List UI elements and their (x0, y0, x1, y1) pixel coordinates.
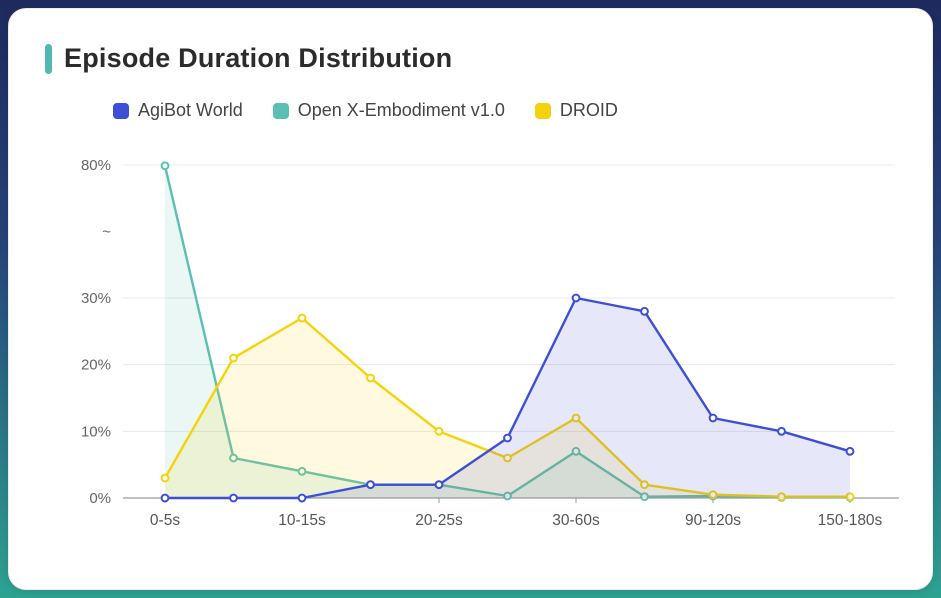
legend-label-droid: DROID (559, 100, 618, 120)
legend-swatch-droid (534, 102, 551, 119)
page-title: Episode Duration Distribution (64, 43, 453, 73)
svg-text:~: ~ (102, 224, 111, 241)
svg-text:90-120s: 90-120s (685, 512, 741, 529)
chart-card: Episode Duration Distribution AgiBot Wor… (8, 8, 933, 590)
svg-text:0%: 0% (89, 490, 111, 507)
legend-label-open-x-embodiment: Open X-Embodiment v1.0 (297, 100, 505, 120)
svg-text:80%: 80% (81, 157, 111, 174)
legend-item-open-x-embodiment[interactable]: Open X-Embodiment v1.0 (272, 100, 505, 121)
svg-text:10%: 10% (81, 423, 111, 440)
title-row: Episode Duration Distribution (45, 43, 932, 74)
legend-item-droid[interactable]: DROID (534, 100, 618, 121)
svg-text:30-60s: 30-60s (552, 512, 600, 529)
title-accent-bar (45, 43, 52, 74)
legend: AgiBot World Open X-Embodiment v1.0 DROI… (113, 100, 932, 121)
svg-text:10-15s: 10-15s (278, 512, 326, 529)
legend-swatch-agibot-world (113, 102, 129, 119)
svg-text:20%: 20% (81, 357, 111, 374)
legend-item-agibot-world[interactable]: AgiBot World (113, 100, 243, 121)
line-chart: 0% 10% 20% 30% ~80% 0-5s 10-15s 20-25s 30-60s 90-… (81, 157, 899, 529)
svg-text:20-25s: 20-25s (415, 512, 463, 529)
legend-label-agibot-world: AgiBot World (138, 100, 243, 120)
svg-text:0-5s: 0-5s (150, 512, 180, 529)
legend-swatch-open-x-embodiment (272, 102, 289, 119)
svg-text:30%: 30% (81, 290, 111, 307)
svg-text:150-180s: 150-180s (818, 512, 883, 529)
